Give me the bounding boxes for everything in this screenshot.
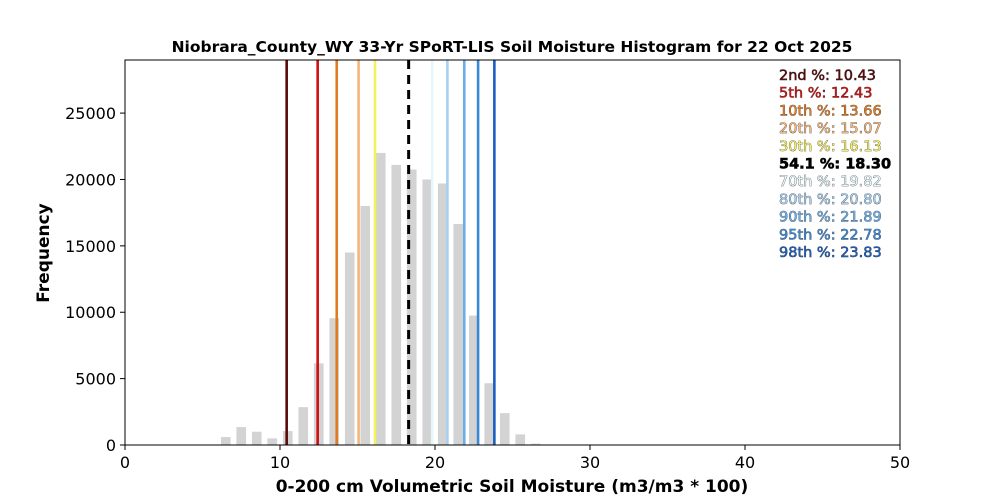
histogram-bar: [329, 318, 340, 445]
histogram-bar: [484, 383, 495, 445]
legend-entry: 5th %: 12.43: [779, 86, 873, 102]
y-tick-label: 5000: [75, 370, 116, 389]
histogram-bar: [515, 434, 526, 445]
x-axis-ticks: 0 10 20 30 40 50: [120, 445, 910, 472]
histogram-bar: [422, 179, 433, 445]
histogram-bar: [344, 252, 355, 445]
legend-entry: 98th %: 23.83: [779, 245, 882, 261]
histogram-bar: [406, 169, 417, 445]
x-tick-label: 20: [425, 453, 445, 472]
legend-entry: 2nd %: 10.43: [779, 68, 876, 84]
y-axis-label: Frequency: [34, 203, 54, 303]
histogram-bar: [267, 438, 278, 445]
legend-entry: 20th %: 15.07: [779, 121, 882, 137]
chart-title: Niobrara_County_WY 33-Yr SPoRT-LIS Soil …: [172, 38, 853, 56]
histogram-bar: [453, 223, 464, 445]
legend-entry: 54.1 %: 18.30: [779, 157, 891, 173]
y-axis-ticks: 0 5000 10000 15000 20000 25000: [65, 104, 125, 455]
legend-entry: 80th %: 20.80: [779, 192, 882, 208]
y-tick-label: 25000: [65, 104, 116, 123]
y-tick-label: 10000: [65, 303, 116, 322]
y-tick-label: 20000: [65, 170, 116, 189]
histogram-bar: [220, 437, 231, 445]
histogram-bar: [375, 152, 386, 445]
histogram-bar: [530, 443, 541, 445]
x-tick-label: 10: [270, 453, 290, 472]
histogram-bar: [360, 206, 371, 445]
histogram-bar: [236, 427, 247, 445]
plot-frame: [124, 59, 901, 446]
y-tick-label: 15000: [65, 237, 116, 256]
x-tick-label: 30: [580, 453, 600, 472]
legend-entry: 70th %: 19.82: [779, 174, 882, 190]
x-axis-label: 0-200 cm Volumetric Soil Moisture (m3/m3…: [276, 477, 749, 497]
legend-entry: 90th %: 21.89: [779, 210, 882, 226]
legend-entry: 30th %: 16.13: [779, 139, 882, 155]
legend-entry: 10th %: 13.66: [779, 103, 882, 119]
bars-layer: [220, 152, 541, 445]
y-tick-label: 0: [106, 436, 116, 455]
histogram-bar: [251, 431, 262, 445]
x-tick-label: 0: [120, 453, 130, 472]
histogram-bar: [298, 407, 309, 445]
x-tick-label: 40: [735, 453, 755, 472]
legend-entry: 95th %: 22.78: [779, 227, 882, 243]
histogram-bar: [499, 413, 510, 445]
histogram-bar: [437, 183, 448, 445]
histogram-bar: [391, 164, 402, 445]
percentile-lines-layer: [285, 60, 496, 445]
x-tick-label: 50: [890, 453, 910, 472]
histogram-bar: [468, 315, 479, 445]
